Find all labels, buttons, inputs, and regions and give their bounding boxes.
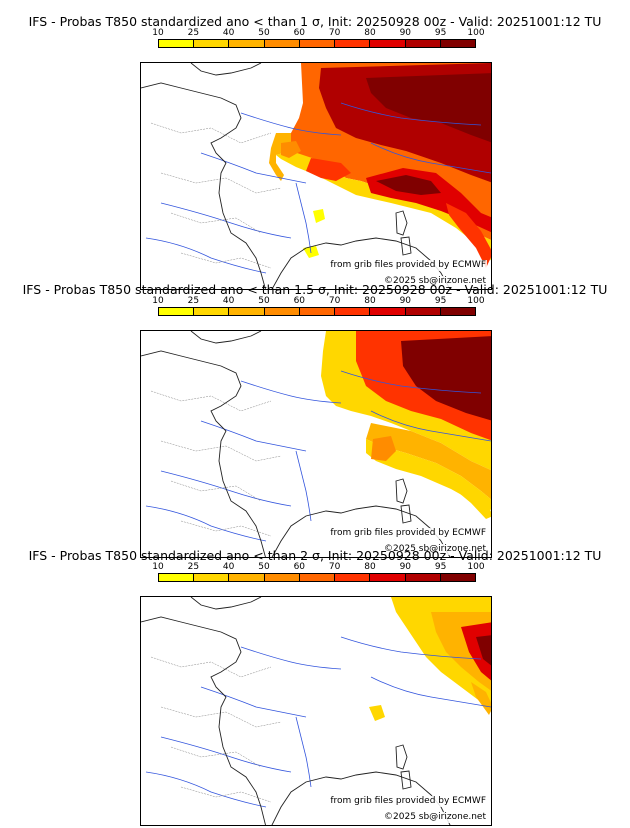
legend-label: 40 (222, 296, 235, 306)
legend-label: 70 (328, 296, 341, 306)
legend-label: 90 (399, 296, 412, 306)
legend-label: 10 (152, 296, 164, 306)
rivers (145, 636, 491, 808)
map-drawing (141, 63, 491, 289)
probability-shading (269, 63, 491, 268)
legend-label: 25 (187, 296, 200, 306)
probability-shading (321, 331, 491, 519)
legend-labels: 10 25 40 50 60 70 80 90 95 100 (152, 28, 484, 40)
legend-label: 60 (293, 28, 306, 38)
legend-label: 10 (152, 562, 164, 572)
legend-swatch (299, 40, 336, 47)
legend-swatch (194, 574, 230, 581)
legend-swatch (405, 574, 441, 581)
legend-labels: 10 25 40 50 60 70 80 90 95 100 (152, 296, 484, 308)
legend-swatch (159, 308, 195, 315)
legend-label: 100 (467, 296, 485, 306)
legend-label: 10 (152, 28, 164, 38)
legend-bar (158, 573, 476, 582)
legend-label: 60 (293, 562, 306, 572)
legend-swatch (229, 40, 265, 47)
legend-label: 50 (258, 28, 270, 38)
legend-swatch (159, 40, 195, 47)
legend-label: 80 (364, 28, 376, 38)
rivers (145, 102, 491, 274)
legend-swatch (405, 40, 441, 47)
legend-swatch (194, 308, 230, 315)
legend-swatch (299, 308, 336, 315)
legend-swatch (440, 574, 475, 581)
legend-swatch (264, 574, 300, 581)
grib-credit: from grib files provided by ECMWF (329, 528, 487, 539)
legend-swatch (440, 308, 475, 315)
legend-label: 50 (258, 562, 270, 572)
legend-label: 90 (399, 28, 412, 38)
borders (150, 390, 282, 537)
copyright-credit: ©2025 sb@irizone.net (383, 544, 487, 555)
legend-swatch (229, 574, 265, 581)
legend-label: 100 (467, 28, 485, 38)
legend-swatch (194, 40, 230, 47)
legend-label: 50 (258, 296, 270, 306)
legend-swatch (405, 308, 441, 315)
legend-label: 40 (222, 28, 235, 38)
color-legend: 10 25 40 50 60 70 80 90 95 100 (152, 562, 485, 590)
coastlines (141, 597, 451, 825)
legend-swatch (370, 308, 406, 315)
legend-swatch (335, 574, 371, 581)
legend-swatch (335, 40, 371, 47)
map-drawing (141, 331, 491, 557)
legend-swatch (229, 308, 265, 315)
legend-label: 25 (187, 562, 200, 572)
legend-bar (158, 307, 476, 316)
probability-map: from grib files provided by ECMWF ©2025 … (140, 62, 492, 290)
legend-label: 80 (364, 562, 376, 572)
panel-title: IFS - Probas T850 standardized ano < tha… (22, 282, 608, 297)
rivers (145, 370, 491, 542)
legend-label: 100 (467, 562, 485, 572)
legend-swatch (370, 40, 406, 47)
panel-title: IFS - Probas T850 standardized ano < tha… (28, 548, 602, 563)
legend-labels: 10 25 40 50 60 70 80 90 95 100 (152, 562, 484, 574)
legend-label: 90 (399, 562, 412, 572)
legend-swatch (370, 574, 406, 581)
legend-label: 40 (222, 562, 235, 572)
legend-label: 25 (187, 28, 200, 38)
legend-label: 95 (434, 296, 447, 306)
legend-label: 70 (328, 562, 341, 572)
copyright-credit: ©2025 sb@irizone.net (383, 812, 487, 823)
color-legend: 10 25 40 50 60 70 80 90 95 100 (152, 296, 485, 324)
probability-map: from grib files provided by ECMWF ©2025 … (140, 596, 492, 826)
legend-swatch (264, 308, 300, 315)
legend-swatch (159, 574, 195, 581)
legend-bar (158, 39, 476, 48)
legend-label: 95 (434, 562, 447, 572)
legend-label: 95 (434, 28, 447, 38)
map-drawing (141, 597, 491, 825)
grib-credit: from grib files provided by ECMWF (329, 260, 487, 271)
map-panel-2: IFS - Probas T850 standardized ano < tha… (0, 282, 630, 558)
legend-swatch (264, 40, 300, 47)
legend-label: 70 (328, 28, 341, 38)
probability-map: from grib files provided by ECMWF ©2025 … (140, 330, 492, 558)
copyright-credit: ©2025 sb@irizone.net (383, 276, 487, 287)
legend-label: 80 (364, 296, 376, 306)
color-legend: 10 25 40 50 60 70 80 90 95 100 (152, 28, 485, 56)
probability-shading (369, 597, 491, 721)
panel-title: IFS - Probas T850 standardized ano < tha… (28, 14, 602, 29)
legend-label: 60 (293, 296, 306, 306)
map-panel-1: IFS - Probas T850 standardized ano < tha… (0, 14, 630, 290)
grib-credit: from grib files provided by ECMWF (329, 796, 487, 807)
map-panel-3: IFS - Probas T850 standardized ano < tha… (0, 548, 630, 826)
legend-swatch (440, 40, 475, 47)
legend-swatch (299, 574, 336, 581)
borders (150, 656, 282, 803)
borders (150, 122, 282, 269)
legend-swatch (335, 308, 371, 315)
